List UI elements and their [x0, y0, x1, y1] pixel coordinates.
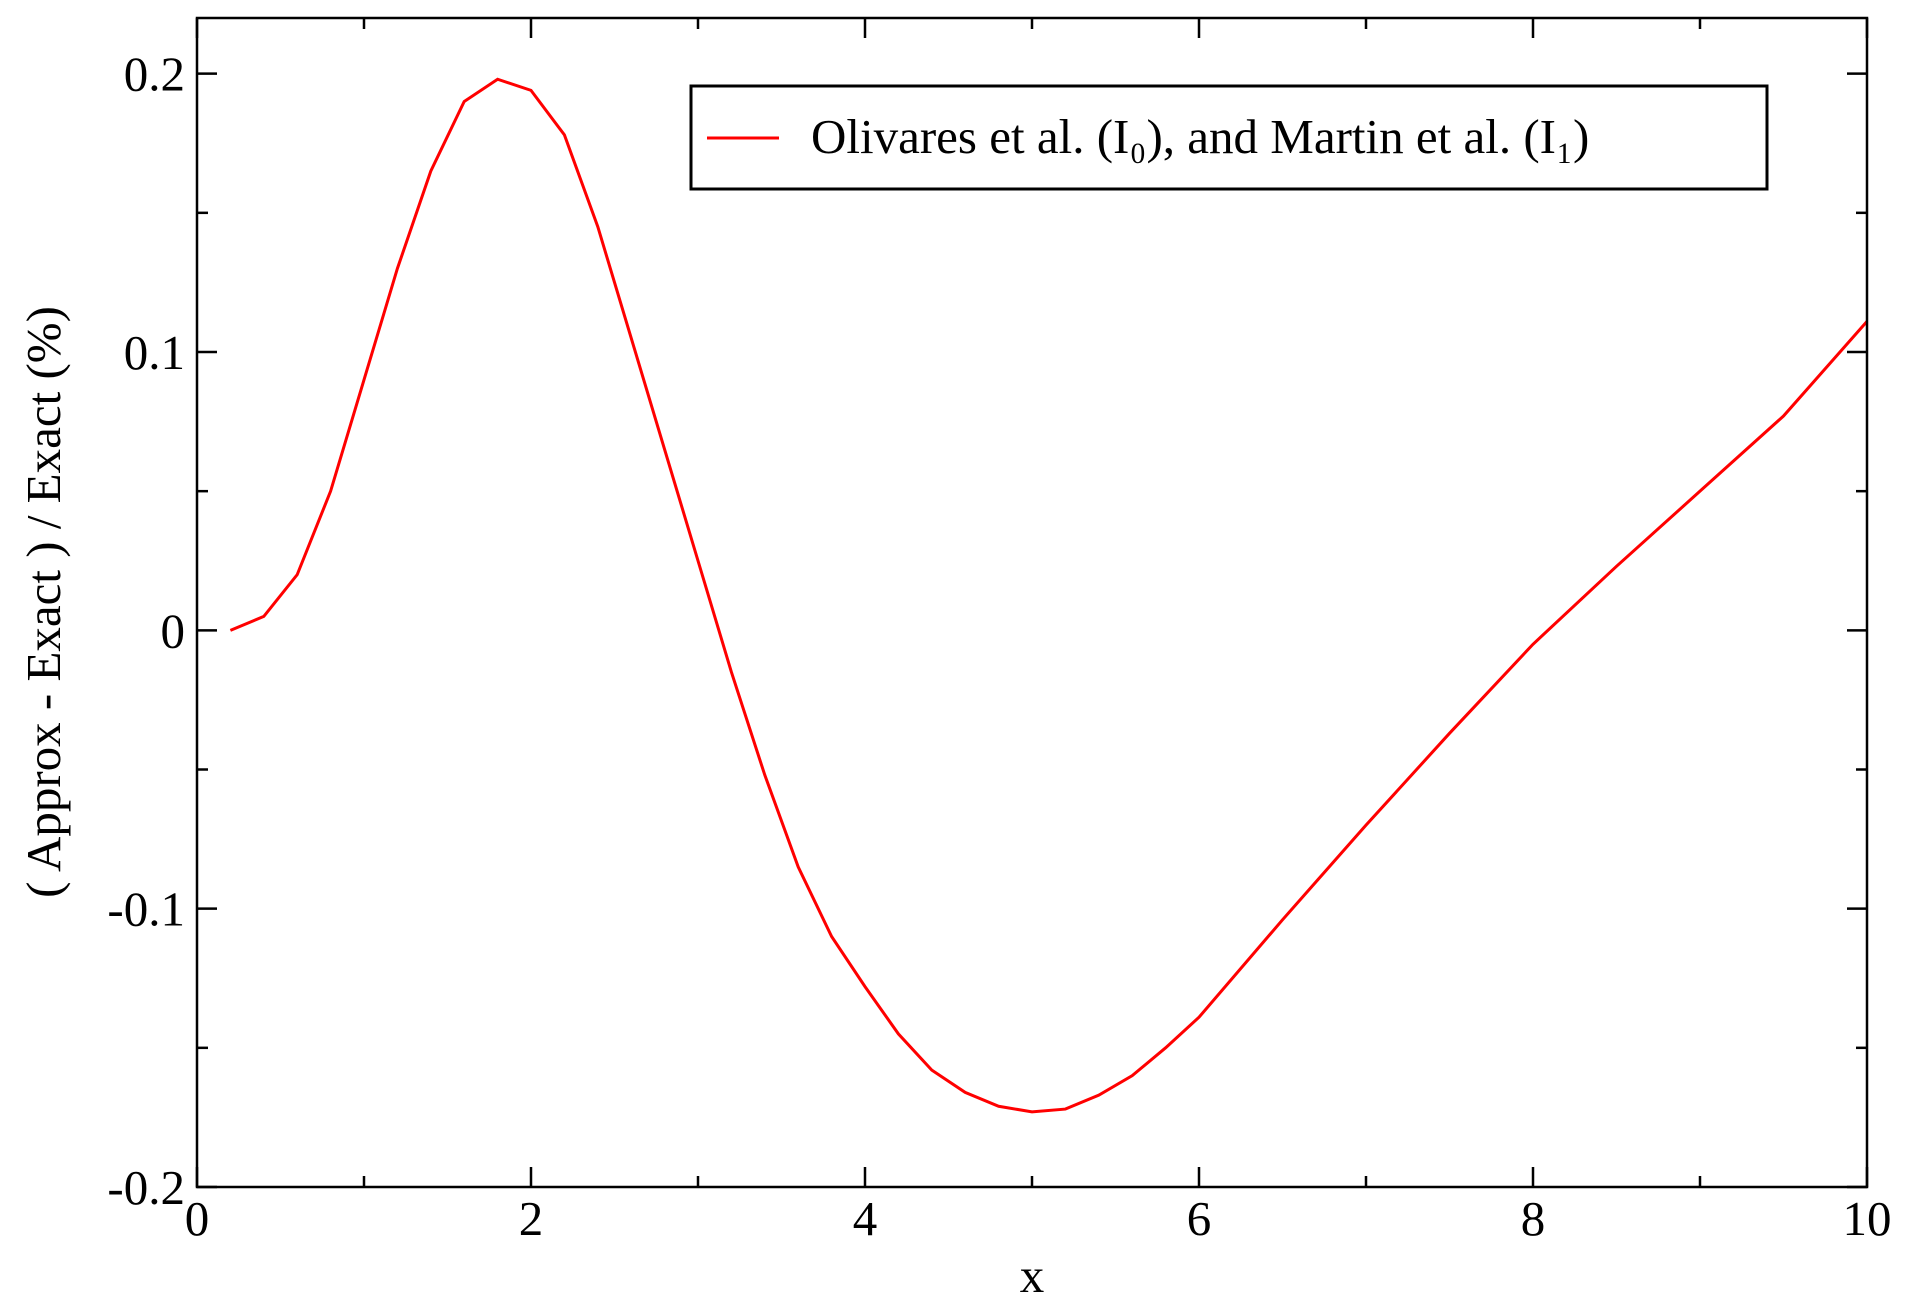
- y-tick-label: 0.1: [124, 325, 185, 380]
- x-tick-label: 2: [519, 1191, 544, 1246]
- x-tick-label: 10: [1843, 1191, 1892, 1246]
- y-tick-label: 0: [161, 603, 186, 658]
- legend-box: [689, 84, 1769, 191]
- y-tick-label: -0.2: [107, 1160, 185, 1215]
- line-series: [229, 77, 1869, 1114]
- x-axis-label: x: [1020, 1248, 1045, 1303]
- legend-label: Olivares et al. (I₀), and Martin et al. …: [811, 109, 1589, 164]
- y-tick-label: 0.2: [124, 47, 185, 102]
- y-tick-label: -0.1: [107, 882, 185, 937]
- x-tick-label: 0: [185, 1191, 210, 1246]
- x-tick-label: 6: [1187, 1191, 1212, 1246]
- y-axis-label: ( Approx - Exact ) / Exact (%): [16, 306, 71, 898]
- x-tick-label: 4: [853, 1191, 878, 1246]
- plot-frame: [195, 16, 1869, 1189]
- x-tick-label: 8: [1521, 1191, 1546, 1246]
